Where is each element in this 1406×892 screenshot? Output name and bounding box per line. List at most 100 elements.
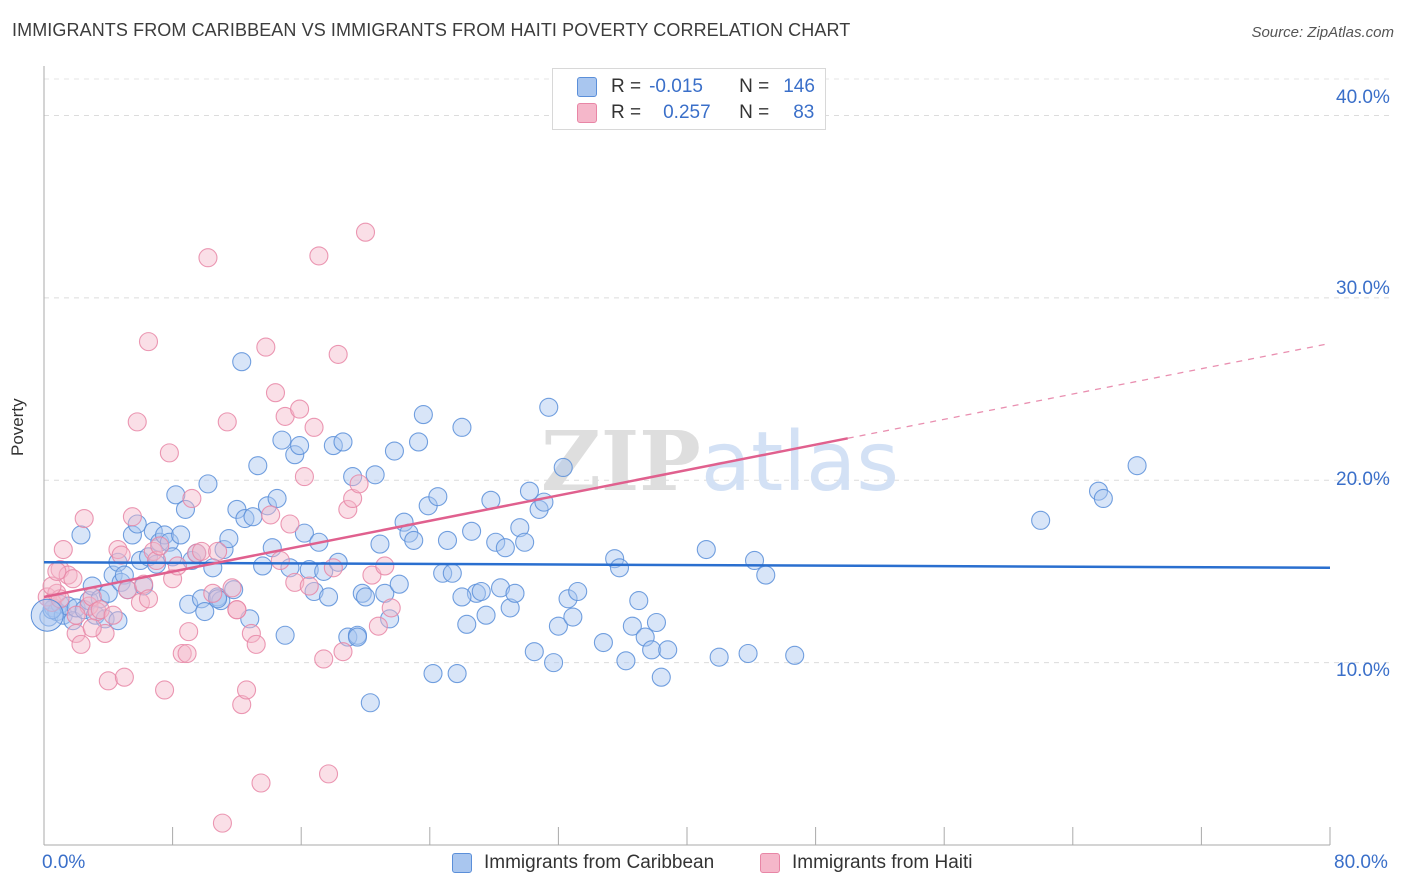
point-caribbean	[658, 640, 678, 660]
point-haiti	[98, 671, 118, 691]
point-haiti	[155, 680, 175, 700]
point-caribbean	[616, 651, 636, 671]
point-caribbean	[232, 352, 252, 372]
point-caribbean	[235, 508, 255, 529]
point-haiti	[270, 550, 290, 571]
point-haiti	[368, 616, 388, 636]
point-caribbean	[214, 539, 234, 560]
point-caribbean	[696, 539, 716, 560]
y-tick-label-40: 40.0%	[1336, 87, 1390, 108]
point-caribbean	[505, 583, 525, 603]
point-haiti	[163, 569, 183, 589]
chart-source: Source: ZipAtlas.com	[1251, 24, 1394, 41]
point-caribbean	[253, 556, 273, 576]
point-caribbean	[423, 664, 443, 684]
point-caribbean-large	[30, 598, 64, 632]
point-caribbean	[709, 647, 729, 667]
point-caribbean	[267, 488, 287, 509]
point-haiti	[122, 507, 142, 527]
legend-n-value: 146	[783, 76, 815, 97]
legend-swatch-caribbean	[577, 77, 597, 97]
point-caribbean	[389, 574, 409, 594]
point-caribbean	[195, 602, 215, 622]
legend-row-haiti: R = 0.257 N = 83	[577, 101, 814, 125]
legend-r-label: R =	[611, 76, 642, 97]
series-swatch-haiti	[760, 853, 780, 873]
point-caribbean	[352, 583, 372, 603]
point-caribbean	[290, 436, 310, 456]
correlation-legend: R = -0.015 N = 146 R = 0.257 N = 83	[552, 68, 826, 130]
point-haiti	[222, 578, 242, 598]
point-haiti	[294, 467, 314, 487]
point-haiti	[66, 605, 86, 625]
point-caribbean	[524, 642, 544, 662]
series-label-haiti: Immigrants from Haiti	[792, 852, 973, 873]
point-haiti	[323, 558, 343, 578]
point-haiti	[265, 383, 286, 403]
point-haiti	[314, 649, 334, 669]
y-axis-label: Poverty	[8, 398, 27, 456]
point-haiti	[71, 634, 91, 654]
point-caribbean	[605, 549, 625, 569]
series-legend: Immigrants from Caribbean Immigrants fro…	[0, 850, 1406, 878]
point-caribbean	[1093, 488, 1113, 509]
point-haiti	[191, 541, 212, 561]
point-caribbean	[1127, 456, 1147, 476]
point-caribbean	[275, 625, 295, 645]
point-haiti	[375, 556, 395, 576]
legend-r-value: -0.015	[649, 76, 703, 97]
point-caribbean	[629, 591, 649, 611]
point-caribbean	[163, 547, 183, 567]
point-caribbean	[490, 578, 511, 598]
point-haiti	[227, 600, 247, 620]
trend-line-caribbean	[43, 561, 1331, 570]
point-caribbean	[553, 457, 573, 478]
point-caribbean	[179, 594, 199, 614]
chart-title: IMMIGRANTS FROM CARIBBEAN VS IMMIGRANTS …	[12, 20, 851, 40]
point-haiti	[182, 488, 202, 509]
watermark: ZIPatlas	[541, 414, 899, 510]
legend-row-caribbean: R = -0.015 N = 146	[577, 75, 815, 99]
point-haiti	[381, 598, 401, 618]
point-haiti	[212, 813, 232, 833]
point-haiti	[172, 643, 192, 664]
trend-line-extension-haiti	[847, 342, 1331, 439]
point-haiti	[328, 344, 348, 364]
point-haiti	[177, 643, 197, 664]
point-caribbean	[347, 627, 368, 647]
point-caribbean	[437, 530, 458, 550]
point-caribbean	[462, 521, 482, 541]
point-haiti	[95, 623, 115, 643]
point-caribbean	[548, 616, 568, 636]
point-caribbean	[785, 645, 805, 665]
point-caribbean	[452, 417, 472, 437]
point-caribbean	[333, 432, 353, 452]
point-caribbean	[539, 397, 559, 417]
point-caribbean	[476, 605, 496, 625]
point-haiti	[217, 412, 237, 432]
point-caribbean	[642, 640, 662, 660]
point-caribbean	[198, 474, 218, 494]
point-caribbean	[360, 693, 380, 713]
point-caribbean	[240, 609, 260, 629]
point-haiti	[309, 246, 329, 266]
legend-n-label: N =	[739, 76, 770, 97]
y-tick-label-30: 30.0%	[1336, 278, 1390, 299]
point-haiti	[150, 536, 170, 556]
point-caribbean	[593, 633, 613, 653]
point-haiti	[47, 561, 67, 581]
point-caribbean	[515, 532, 535, 552]
legend-n-label: N =	[739, 102, 770, 123]
point-caribbean	[299, 560, 319, 580]
legend-r-label: R =	[611, 102, 642, 123]
point-haiti	[208, 541, 228, 561]
point-caribbean	[452, 587, 472, 607]
point-caribbean	[343, 467, 363, 487]
point-caribbean	[323, 436, 343, 456]
point-haiti	[74, 508, 94, 529]
point-caribbean	[294, 523, 314, 543]
point-haiti	[82, 618, 102, 638]
point-caribbean	[558, 589, 578, 609]
point-haiti	[280, 514, 300, 534]
